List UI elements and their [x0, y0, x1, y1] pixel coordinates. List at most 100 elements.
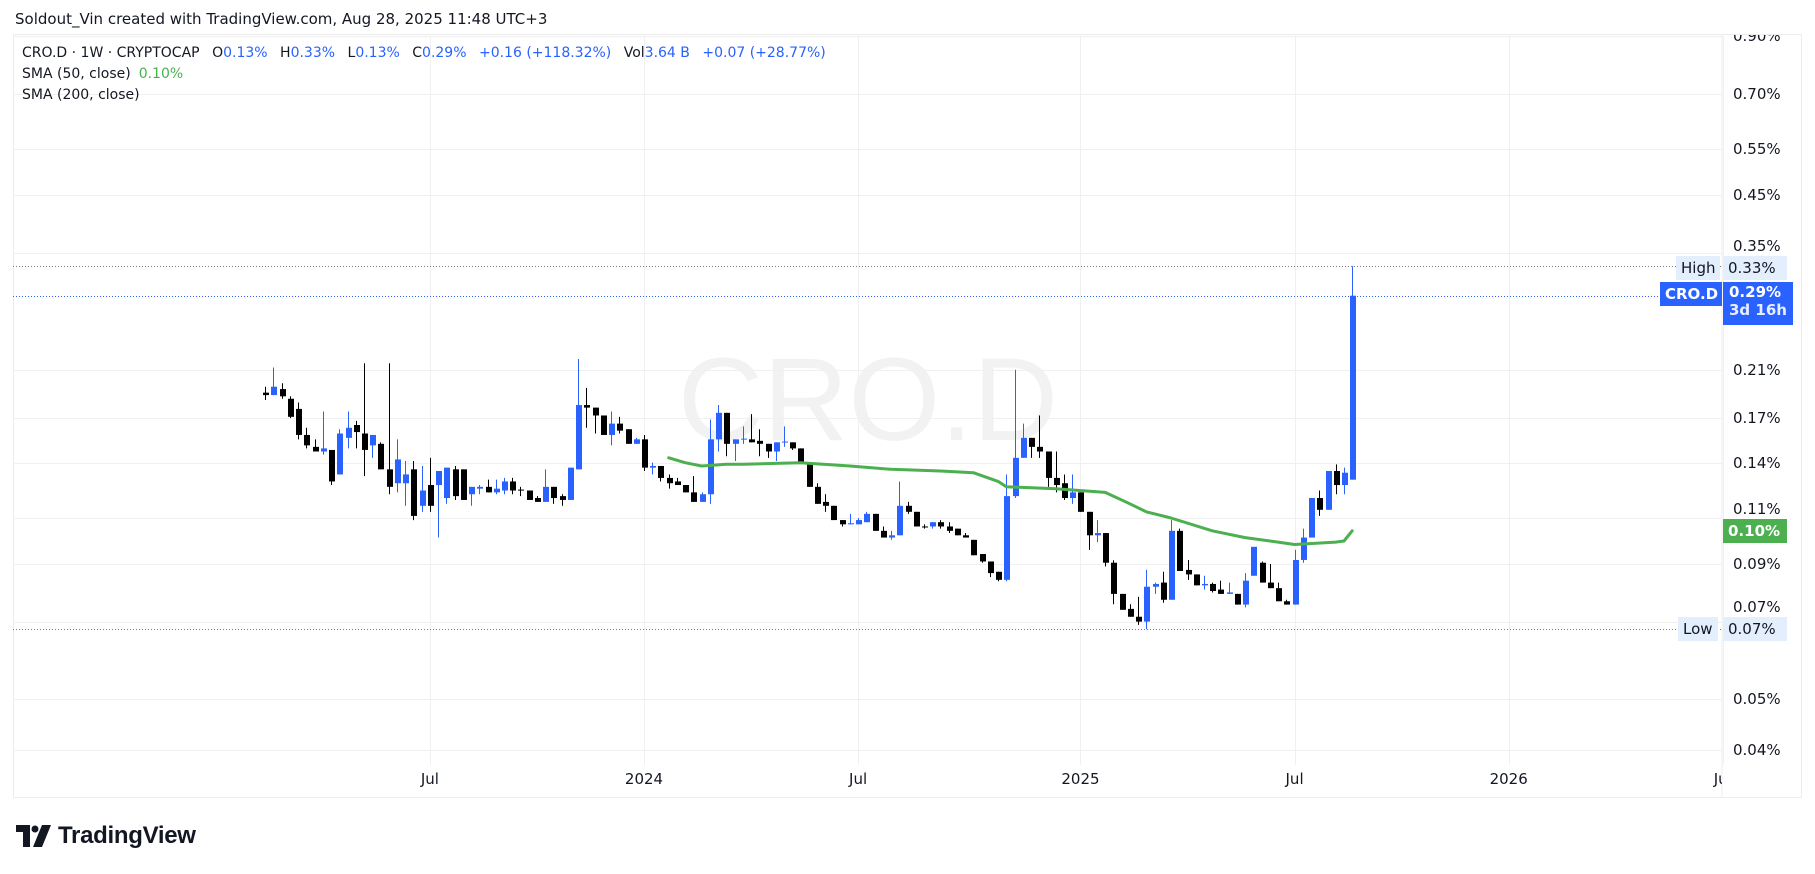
candle: [543, 469, 549, 502]
candle-body: [716, 412, 722, 440]
candle-body: [782, 441, 788, 443]
candle-body: [477, 486, 483, 489]
candle: [1260, 561, 1266, 583]
candle-body: [724, 412, 730, 444]
candle: [790, 442, 796, 450]
candle: [691, 476, 697, 502]
legend-symbol[interactable]: CRO.D · 1W · CRYPTOCAP: [22, 45, 200, 61]
candle-body: [831, 505, 837, 521]
candle: [1169, 520, 1175, 600]
candle-body: [444, 467, 450, 499]
candle-body: [617, 423, 623, 431]
candle: [601, 415, 607, 435]
candle: [1235, 593, 1241, 605]
candle: [584, 387, 590, 428]
candle-body: [593, 407, 599, 416]
candle: [1136, 596, 1142, 625]
candle: [378, 442, 384, 470]
candle-body: [823, 501, 829, 506]
x-tick-label: 2025: [1061, 770, 1100, 788]
candle-body: [461, 469, 467, 500]
candle: [881, 526, 887, 538]
candle-body: [906, 505, 912, 512]
candle: [1243, 573, 1249, 608]
candle-body: [609, 423, 615, 435]
candle: [411, 461, 417, 521]
candle-body: [1070, 492, 1076, 499]
legend-volume-change: +0.07 (+28.77%): [702, 45, 826, 61]
candle-body: [288, 398, 294, 417]
candle: [873, 513, 879, 531]
candle: [1301, 528, 1307, 563]
chart-credit: Soldout_Vin created with TradingView.com…: [15, 10, 548, 28]
candle: [1317, 490, 1323, 516]
sma50-label[interactable]: SMA (50, close): [22, 66, 131, 82]
candle: [1095, 520, 1101, 543]
candle: [337, 429, 343, 475]
candle-body: [1326, 471, 1332, 510]
candle: [1013, 369, 1019, 499]
candle: [971, 539, 977, 556]
candle-body: [840, 520, 846, 525]
plot-area: [13, 266, 1722, 630]
candle-body: [988, 561, 994, 574]
candle-body: [897, 505, 903, 536]
candle: [938, 520, 944, 529]
candle: [444, 467, 450, 504]
candle: [1062, 474, 1068, 500]
y-tick-label: 0.17%: [1733, 409, 1781, 428]
candle: [296, 402, 302, 440]
candle-body: [691, 492, 697, 502]
candle: [831, 505, 837, 521]
candle: [634, 437, 640, 444]
candle-body: [1029, 437, 1035, 447]
candle: [823, 494, 829, 512]
candle: [757, 429, 763, 457]
candle-body: [1260, 562, 1266, 583]
candle: [1268, 564, 1274, 589]
candle-body: [1136, 616, 1142, 622]
time-axis[interactable]: Jul 2024 Jul 2025 Jul 2026 Jul: [13, 765, 1722, 797]
candle-body: [584, 405, 590, 408]
candle: [1202, 575, 1208, 590]
candle-body: [1227, 592, 1233, 594]
legend-sma50[interactable]: SMA (50, close) 0.10%: [22, 66, 183, 82]
candle: [304, 427, 310, 449]
candle: [1054, 451, 1060, 493]
candle-body: [428, 485, 434, 506]
y-tick-label: 0.90%: [1733, 35, 1781, 45]
candle-body: [971, 539, 977, 556]
candle-body: [1251, 546, 1257, 576]
candle-body: [1078, 492, 1084, 512]
candle-body: [346, 427, 352, 438]
candle-body: [749, 439, 755, 443]
candle-body: [1235, 593, 1241, 605]
y-tick-label: 0.70%: [1733, 84, 1781, 103]
candle-body: [807, 462, 813, 487]
price-axis[interactable]: 0.90% 0.70% 0.55% 0.45% 0.35% 0.21% 0.17% 0.14%…: [1723, 35, 1801, 765]
candle: [741, 426, 747, 444]
sma50-series: [667, 456, 1354, 546]
candle: [1021, 423, 1027, 458]
legend-main[interactable]: CRO.D · 1W · CRYPTOCAP O0.13% H0.33% L0.…: [22, 45, 826, 61]
sma200-label[interactable]: SMA (200, close): [22, 87, 140, 103]
candle-body: [601, 415, 607, 435]
candle: [1087, 511, 1093, 550]
candle: [609, 411, 615, 446]
candle-body: [362, 433, 368, 450]
candle: [1309, 498, 1315, 538]
candle: [733, 439, 739, 462]
symbol-tag: CRO.D: [1660, 282, 1722, 306]
candle: [354, 420, 360, 449]
legend-sma200[interactable]: SMA (200, close): [22, 87, 140, 103]
x-tick-label: Jul: [1285, 770, 1304, 788]
tradingview-logo[interactable]: TradingView: [16, 822, 196, 850]
candle: [420, 465, 426, 512]
low-value-label: 0.07%: [1723, 617, 1787, 641]
candle-body: [996, 571, 1002, 580]
high-tag: High: [1676, 256, 1721, 280]
candle: [766, 443, 772, 458]
candle: [280, 383, 286, 399]
candle: [996, 571, 1002, 582]
